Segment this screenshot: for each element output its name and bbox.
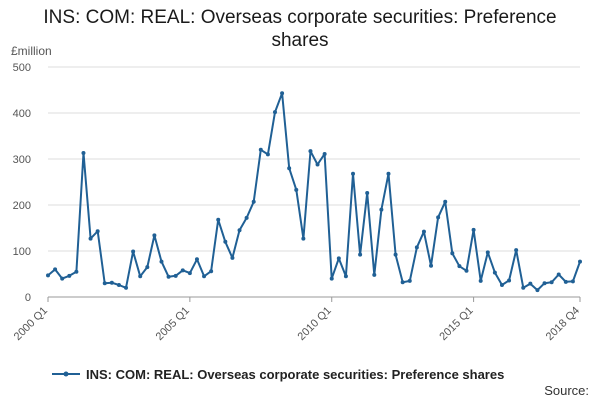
- data-point[interactable]: [258, 147, 263, 152]
- data-point[interactable]: [251, 199, 256, 204]
- data-point[interactable]: [116, 283, 121, 288]
- data-point[interactable]: [492, 270, 497, 275]
- data-point[interactable]: [429, 263, 434, 268]
- data-point[interactable]: [287, 166, 292, 171]
- data-point[interactable]: [450, 251, 455, 256]
- data-point[interactable]: [549, 280, 554, 285]
- data-point[interactable]: [365, 191, 370, 196]
- data-point[interactable]: [578, 259, 582, 264]
- data-point[interactable]: [521, 285, 526, 290]
- data-point[interactable]: [570, 279, 575, 284]
- data-point[interactable]: [294, 187, 299, 192]
- data-point[interactable]: [187, 271, 192, 276]
- y-tick-label: 400: [13, 108, 31, 120]
- data-point[interactable]: [272, 110, 277, 115]
- data-point[interactable]: [209, 269, 214, 274]
- data-point[interactable]: [109, 280, 114, 285]
- data-point[interactable]: [230, 255, 235, 260]
- y-tick-label: 200: [13, 200, 31, 212]
- data-point[interactable]: [542, 281, 547, 286]
- data-point[interactable]: [514, 248, 519, 253]
- data-point[interactable]: [393, 252, 398, 257]
- data-point[interactable]: [194, 257, 199, 262]
- data-point[interactable]: [265, 152, 270, 157]
- data-point[interactable]: [152, 233, 157, 238]
- x-tick-label: 2000 Q1: [12, 305, 50, 343]
- data-point[interactable]: [471, 227, 476, 232]
- data-point[interactable]: [478, 278, 483, 283]
- data-point[interactable]: [237, 228, 242, 233]
- data-point[interactable]: [528, 281, 533, 286]
- data-point[interactable]: [457, 264, 462, 269]
- data-point[interactable]: [159, 259, 164, 264]
- data-point[interactable]: [351, 171, 356, 176]
- data-point[interactable]: [379, 207, 384, 212]
- data-point[interactable]: [95, 229, 100, 234]
- data-point[interactable]: [329, 276, 334, 281]
- data-point[interactable]: [485, 250, 490, 255]
- data-point[interactable]: [436, 215, 441, 220]
- y-axis-unit-label: £million: [11, 44, 52, 58]
- data-point[interactable]: [400, 280, 405, 285]
- x-tick-label: 2005 Q1: [154, 305, 192, 343]
- data-point[interactable]: [301, 236, 306, 241]
- data-point[interactable]: [180, 268, 185, 273]
- y-tick-label: 0: [25, 292, 31, 304]
- data-point[interactable]: [507, 278, 512, 283]
- y-tick-label: 100: [13, 246, 31, 258]
- data-point[interactable]: [216, 217, 221, 222]
- data-point[interactable]: [414, 245, 419, 250]
- data-point[interactable]: [74, 269, 79, 274]
- data-point[interactable]: [336, 256, 341, 261]
- data-point[interactable]: [244, 215, 249, 220]
- data-point[interactable]: [131, 249, 136, 254]
- data-point[interactable]: [322, 151, 327, 156]
- data-point[interactable]: [358, 252, 363, 257]
- data-point[interactable]: [173, 273, 178, 278]
- data-point[interactable]: [145, 265, 150, 270]
- gridlines: [48, 66, 580, 298]
- data-point[interactable]: [202, 274, 207, 279]
- data-point[interactable]: [535, 288, 540, 293]
- data-point[interactable]: [499, 283, 504, 288]
- legend-label[interactable]: INS: COM: REAL: Overseas corporate secur…: [86, 367, 504, 382]
- series-layer: [46, 91, 582, 293]
- data-point[interactable]: [372, 272, 377, 277]
- data-point[interactable]: [124, 285, 129, 290]
- data-point[interactable]: [60, 276, 65, 281]
- data-point[interactable]: [280, 91, 285, 96]
- data-point[interactable]: [315, 162, 320, 167]
- data-point[interactable]: [421, 229, 426, 234]
- data-point[interactable]: [563, 279, 568, 284]
- series-line: [47, 92, 581, 292]
- data-point[interactable]: [81, 151, 86, 156]
- data-point[interactable]: [464, 268, 469, 273]
- data-point[interactable]: [308, 149, 313, 154]
- y-tick-label: 500: [13, 62, 31, 74]
- source-label: Source:: [544, 383, 589, 398]
- y-tick-label: 300: [13, 154, 31, 166]
- legend[interactable]: INS: COM: REAL: Overseas corporate secur…: [52, 367, 504, 382]
- x-tick-label: 2010 Q1: [296, 305, 334, 343]
- data-point[interactable]: [223, 239, 228, 244]
- data-point[interactable]: [67, 273, 72, 278]
- data-point[interactable]: [407, 278, 412, 283]
- data-point[interactable]: [46, 273, 50, 278]
- data-point[interactable]: [88, 236, 93, 241]
- legend-swatch-marker: [63, 371, 69, 377]
- x-tick-label: 2015 Q1: [437, 305, 475, 343]
- data-point[interactable]: [102, 281, 107, 286]
- data-point[interactable]: [343, 274, 348, 279]
- chart-title: INS: COM: REAL: Overseas corporate secur…: [43, 7, 557, 51]
- data-point[interactable]: [138, 274, 143, 279]
- x-axis: 2000 Q1 2005 Q1 2010 Q1 2015 Q1 2018 Q4: [12, 297, 582, 343]
- x-tick-label: 2018 Q4: [544, 305, 582, 343]
- data-point[interactable]: [386, 171, 391, 176]
- data-point[interactable]: [443, 199, 448, 204]
- y-axis: £million 0 100 200 300 400 500: [11, 44, 52, 304]
- data-point[interactable]: [53, 267, 58, 272]
- data-point[interactable]: [556, 272, 561, 277]
- data-point[interactable]: [166, 274, 171, 279]
